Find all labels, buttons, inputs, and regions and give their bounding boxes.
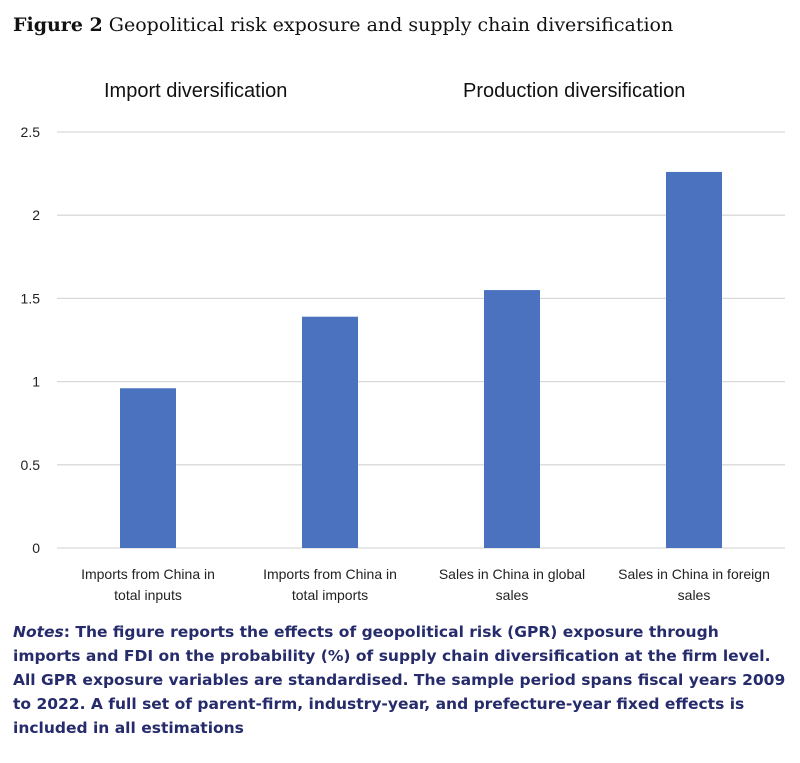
- bar: [302, 316, 358, 548]
- x-tick-label: total imports: [292, 587, 368, 603]
- notes-label: Notes: [13, 623, 64, 641]
- x-tick-label: Imports from China in: [263, 566, 397, 582]
- y-tick-label: 2.5: [21, 124, 41, 140]
- figure-label: Figure 2: [13, 14, 103, 36]
- y-tick-label: 0.5: [21, 457, 41, 473]
- x-tick-label: Sales in China in global: [439, 566, 585, 582]
- y-tick-label: 1: [32, 374, 40, 390]
- figure-title: Figure 2 Geopolitical risk exposure and …: [13, 14, 673, 36]
- bar-chart: 0 0.5 1 1.5 2 2.5 Imports from China in total i…: [21, 124, 785, 603]
- notes-text: : The figure reports the effects of geop…: [13, 623, 786, 737]
- notes: Notes: The figure reports the effects of…: [13, 620, 788, 740]
- x-tick-label: sales: [496, 587, 529, 603]
- y-tick-label: 1.5: [21, 290, 41, 306]
- bar: [120, 388, 176, 548]
- x-tick-label: Imports from China in: [81, 566, 215, 582]
- bar: [666, 171, 722, 548]
- x-tick-label: Sales in China in foreign: [618, 566, 770, 582]
- group-label-production: Production diversification: [463, 80, 686, 102]
- bar: [484, 290, 540, 548]
- figure-title-text: Geopolitical risk exposure and supply ch…: [108, 14, 674, 36]
- y-tick-label: 0: [32, 540, 40, 556]
- x-tick-label: sales: [678, 587, 711, 603]
- x-tick-label: total inputs: [114, 587, 182, 603]
- group-label-import: Import diversification: [104, 80, 288, 102]
- y-tick-label: 2: [32, 207, 40, 223]
